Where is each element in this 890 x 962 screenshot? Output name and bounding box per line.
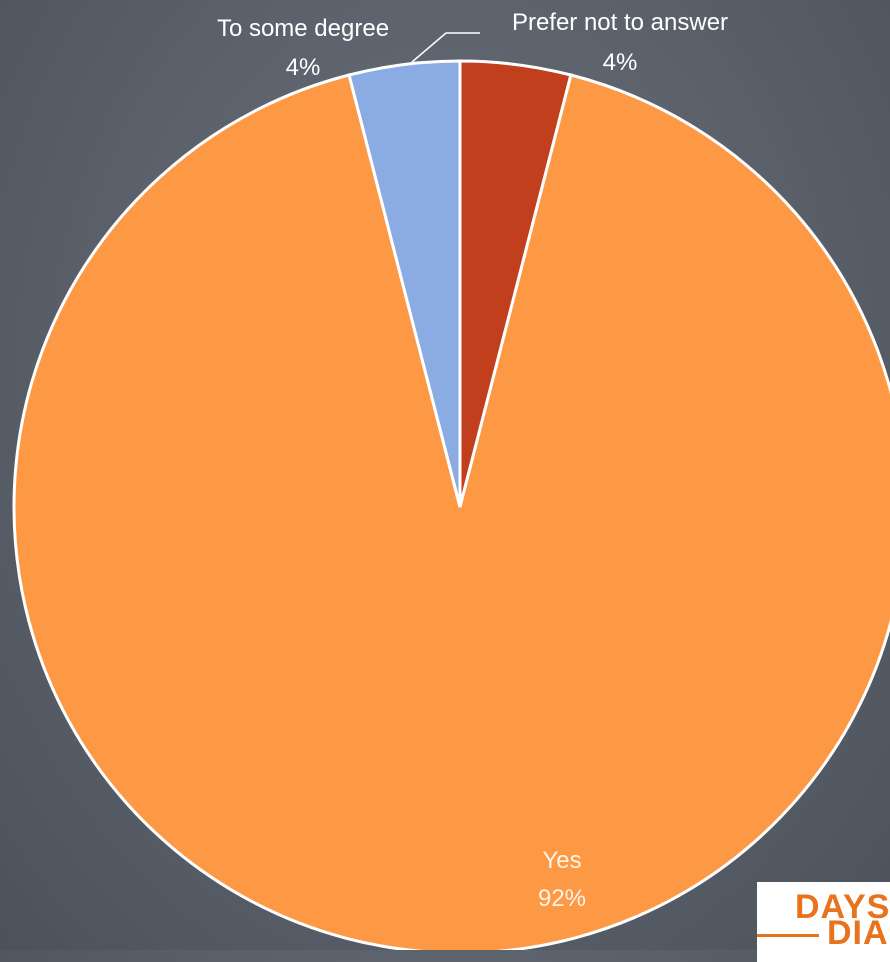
logo-line-1: DAYS	[795, 888, 890, 926]
slice-label-yes: Yes	[542, 847, 581, 874]
pie-slice-to-some-degree	[347, 59, 462, 508]
slice-label-prefer-not-to-answer: Prefer not to answer	[512, 9, 728, 36]
slice-value-to-some-degree: 4%	[286, 54, 321, 81]
logo-line-2: DIA	[827, 914, 889, 952]
logo: DAYS DIA	[757, 882, 890, 962]
slice-label-to-some-degree: To some degree	[217, 15, 389, 42]
slice-value-yes: 92%	[538, 885, 586, 912]
slice-value-prefer-not-to-answer: 4%	[603, 49, 638, 76]
logo-bar	[757, 934, 819, 937]
pie-slice-yes	[12, 73, 890, 950]
leader-line-prefer-not-to-answer	[411, 32, 480, 63]
